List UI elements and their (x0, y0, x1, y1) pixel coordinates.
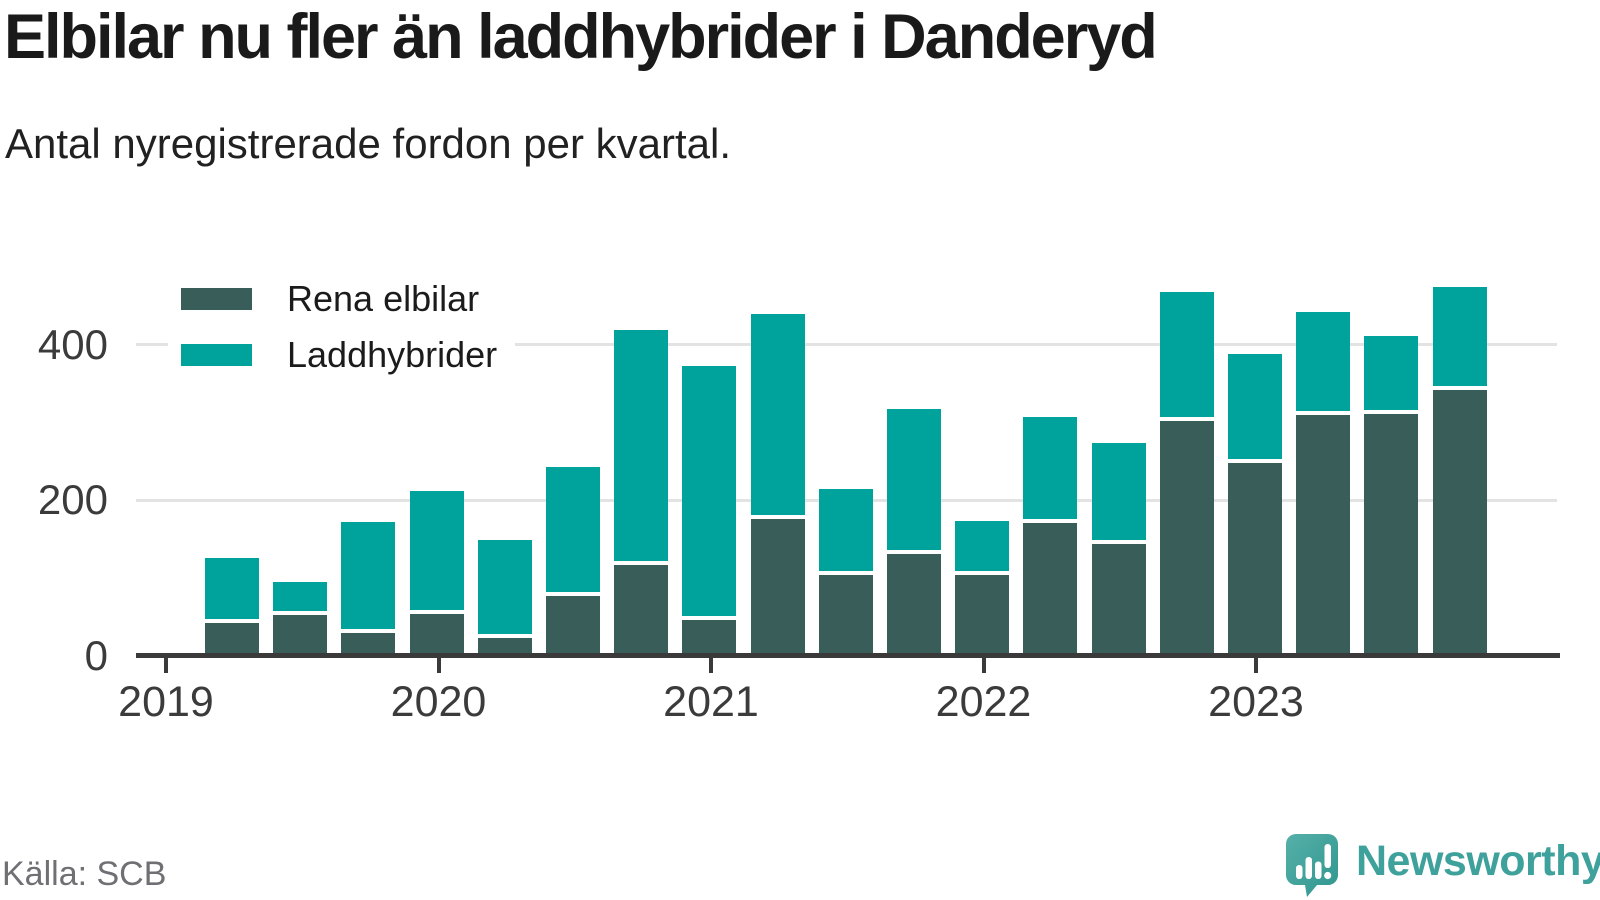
logo-bar-tall (1305, 857, 1312, 879)
bar-segment-rena-elbilar (341, 632, 396, 654)
newsworthy-logo-text: Newsworthy (1356, 837, 1600, 885)
x-axis-label-2023: 2023 (1208, 678, 1304, 726)
x-axis-label-2020: 2020 (390, 678, 487, 726)
legend-item-rena-elbilar: Rena elbilar (181, 278, 497, 320)
logo-bar-small (1296, 865, 1303, 879)
bar-segment-rena-elbilar (1228, 462, 1282, 654)
logo-bar-medium (1315, 861, 1322, 879)
bar-segment-laddhybrider (205, 558, 259, 619)
bar-segment-laddhybrider (1091, 443, 1146, 540)
x-axis-tick-2021 (709, 658, 713, 673)
bar-segment-rena-elbilar (887, 553, 941, 654)
legend-swatch-laddhybrider (181, 344, 252, 366)
bar-segment-laddhybrider (477, 539, 532, 634)
bar-segment-laddhybrider (750, 313, 805, 515)
bar-segment-rena-elbilar (682, 619, 737, 654)
bar-segment-rena-elbilar (477, 637, 532, 654)
chart-subtitle: Antal nyregistrerade fordon per kvartal. (5, 120, 732, 167)
chart-legend: Rena elbilar Laddhybrider (168, 266, 516, 390)
bar-segment-rena-elbilar (1364, 413, 1419, 654)
logo-exclamation-dot (1324, 871, 1332, 880)
bar-segment-laddhybrider (887, 408, 941, 550)
gridline-400 (136, 343, 1557, 346)
legend-label-laddhybrider: Laddhybrider (287, 334, 498, 375)
legend-swatch-rena-elbilar (181, 288, 252, 310)
bar-segment-laddhybrider (546, 467, 600, 593)
bar-segment-rena-elbilar (1432, 390, 1487, 654)
y-axis-label-0: 0 (84, 631, 108, 679)
bar-segment-laddhybrider (614, 330, 669, 562)
bar-segment-laddhybrider (818, 488, 873, 571)
bar-segment-rena-elbilar (273, 615, 328, 654)
bar-segment-rena-elbilar (1023, 523, 1078, 654)
legend-item-laddhybrider: Laddhybrider (181, 334, 497, 376)
x-axis-label-2022: 2022 (935, 678, 1032, 726)
bar-segment-laddhybrider (1296, 311, 1351, 412)
y-axis-label-400: 400 (37, 320, 108, 368)
newsworthy-logo: Newsworthy (1286, 834, 1600, 898)
bar-segment-rena-elbilar (750, 518, 805, 654)
bar-segment-rena-elbilar (1296, 415, 1351, 654)
x-axis-tick-2019 (164, 658, 168, 673)
x-axis-tick-2022 (981, 658, 986, 673)
chart-title: Elbilar nu fler än laddhybrider i Dander… (4, 2, 1158, 72)
bar-segment-laddhybrider (955, 520, 1010, 571)
x-axis-label-2019: 2019 (118, 678, 214, 726)
bar-segment-rena-elbilar (614, 565, 669, 654)
logo-exclamation-stem (1324, 844, 1331, 868)
bar-segment-rena-elbilar (955, 574, 1010, 654)
x-axis-tick-2020 (436, 658, 441, 673)
bar-segment-laddhybrider (273, 582, 328, 612)
x-axis-tick-2023 (1254, 658, 1258, 673)
bar-segment-rena-elbilar (546, 596, 600, 654)
x-axis-label-2021: 2021 (663, 678, 759, 726)
bar-segment-laddhybrider (409, 490, 464, 611)
bar-segment-laddhybrider (682, 366, 737, 616)
bar-segment-rena-elbilar (818, 574, 873, 654)
x-axis-line (136, 653, 1560, 658)
y-axis-label-200: 200 (37, 476, 108, 524)
bar-segment-rena-elbilar (409, 614, 464, 654)
source-attribution: Källa: SCB (2, 855, 167, 893)
bar-segment-rena-elbilar (1091, 543, 1146, 654)
bar-segment-laddhybrider (1159, 292, 1214, 417)
bar-segment-laddhybrider (1432, 287, 1487, 387)
bar-segment-laddhybrider (1228, 353, 1282, 459)
legend-label-rena-elbilar: Rena elbilar (287, 278, 480, 319)
bar-segment-rena-elbilar (205, 622, 259, 654)
bar-segment-laddhybrider (1364, 336, 1419, 410)
bar-segment-laddhybrider (341, 522, 396, 629)
bar-segment-laddhybrider (1023, 417, 1078, 520)
newsworthy-speech-bubble-bar-chart-icon (1286, 834, 1338, 897)
bar-segment-rena-elbilar (1159, 420, 1214, 654)
